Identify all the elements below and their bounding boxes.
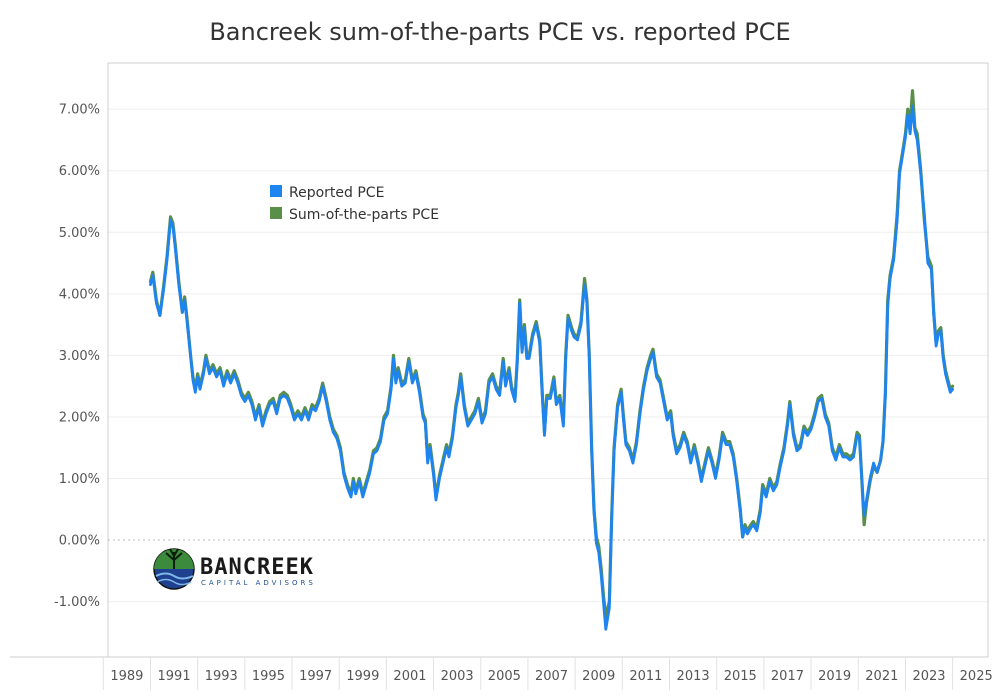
axes — [10, 62, 989, 658]
x-tick-label: 1991 — [158, 669, 191, 684]
legend-swatch-reported-pce — [270, 185, 282, 197]
x-tick-label: 2019 — [818, 669, 851, 684]
tree-emblem-icon — [153, 548, 195, 590]
x-tick-label: 2009 — [582, 669, 615, 684]
y-tick-label: -1.00% — [54, 595, 100, 610]
legend-swatch-sum-of-the-parts-pce — [270, 207, 282, 219]
x-tick-label: 2011 — [629, 669, 662, 684]
x-tick-label: 1993 — [205, 669, 238, 684]
x-tick-label: 2013 — [677, 669, 710, 684]
y-tick-label: 7.00% — [59, 103, 100, 118]
x-tick-label: 2017 — [771, 669, 804, 684]
x-tick-label: 2025 — [960, 669, 993, 684]
logo-subtitle: CAPITAL ADVISORS — [201, 579, 316, 587]
x-tick-label: 2003 — [441, 669, 474, 684]
legend-label-sum-of-the-parts-pce: Sum-of-the-parts PCE — [289, 207, 439, 223]
x-tick-label: 1989 — [110, 669, 143, 684]
series-line-reported-pce — [149, 104, 955, 631]
x-tick-label: 2021 — [865, 669, 898, 684]
legend: Reported PCE Sum-of-the-parts PCE — [270, 185, 439, 223]
y-tick-label: 0.00% — [59, 534, 100, 549]
y-tick-label: 4.00% — [59, 287, 100, 302]
x-tick-label: 2015 — [724, 669, 757, 684]
series-lines — [148, 89, 955, 631]
x-tick-label: 2001 — [393, 669, 426, 684]
tick-labels: 7.00% 6.00% 5.00% 4.00% 3.00% 2.00% 1.00% 0.00%… — [54, 103, 993, 690]
chart-title: Bancreek sum-of-the-parts PCE vs. report… — [209, 18, 791, 46]
x-tick-label: 2005 — [488, 669, 521, 684]
y-tick-label: 5.00% — [59, 226, 100, 241]
logo-name: BANCREEK — [200, 555, 314, 580]
x-tick-label: 1999 — [346, 669, 379, 684]
y-tick-label: 3.00% — [59, 349, 100, 364]
x-tick-label: 1995 — [252, 669, 285, 684]
y-tick-label: 6.00% — [59, 164, 100, 179]
gridlines — [108, 108, 988, 603]
series-line-sum-of-the-parts-pce — [148, 89, 955, 619]
bancreek-logo: BANCREEK CAPITAL ADVISORS — [153, 548, 316, 590]
y-tick-label: 1.00% — [59, 472, 100, 487]
x-tick-label: 2023 — [912, 669, 945, 684]
x-tick-label: 2007 — [535, 669, 568, 684]
x-tick-label: 1997 — [299, 669, 332, 684]
legend-label-reported-pce: Reported PCE — [289, 185, 384, 201]
y-tick-label: 2.00% — [59, 410, 100, 425]
